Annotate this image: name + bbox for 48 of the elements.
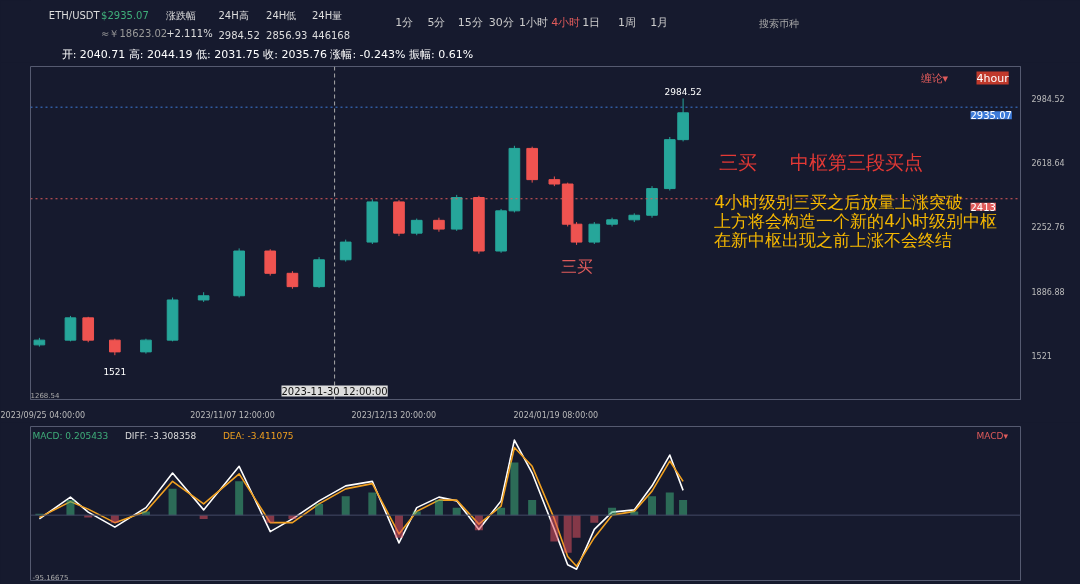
text: 2984.52 <box>218 29 260 41</box>
annotation: MACD▾ <box>976 430 1009 441</box>
text: ≈￥18623.02 <box>101 27 168 39</box>
text: +2.111% <box>166 27 213 39</box>
annotation: DEA: -3.411075 <box>222 430 294 441</box>
annotation: DIFF: -3.308358 <box>124 430 197 441</box>
text: 1日 <box>582 15 601 29</box>
text: 1小时 <box>519 15 549 29</box>
ref-line-label: 2935.07 <box>970 110 1012 122</box>
text: 2856.93 <box>266 29 308 41</box>
annotation: 4hour <box>976 71 1010 85</box>
y-tick-label: 2984.52 <box>1031 95 1065 105</box>
text: 24H高 <box>218 9 249 21</box>
text: 15分 <box>457 15 483 29</box>
ref-line-label: 2413 <box>970 201 996 213</box>
annotation: 在新中枢出现之前上涨不会终结 <box>714 230 953 251</box>
x-tick-label: 2023/12/13 20:00:00 <box>351 410 437 420</box>
text: 30分 <box>488 15 514 29</box>
annotation: 1521 <box>103 367 127 378</box>
text: 446168 <box>311 29 351 41</box>
y-tick-label: 2252.76 <box>1031 223 1065 233</box>
text: 24H低 <box>266 9 297 21</box>
annotation: 上方将会构造一个新的4小时级别中枢 <box>714 210 998 231</box>
text: 5分 <box>427 15 446 29</box>
text: ETH/USDT <box>48 9 101 21</box>
text: 1月 <box>650 15 669 29</box>
text: 1周 <box>618 15 637 29</box>
text: $2935.07 <box>101 9 149 21</box>
text: 24H量 <box>311 9 343 21</box>
y-tick-label: 1886.88 <box>1031 287 1065 297</box>
y-tick-label: 2618.64 <box>1031 159 1065 169</box>
annotation: 三买 <box>560 257 593 277</box>
y-tick-label: 1521 <box>1031 351 1052 361</box>
text: 搜索币种 <box>759 17 800 29</box>
annotation: 缠论▾ <box>920 71 949 85</box>
annotation: 2984.52 <box>664 86 702 97</box>
annotation: MACD: 0.205433 <box>32 430 109 441</box>
ref-line-label: 2023-11-30 12:00:00 <box>281 385 388 397</box>
text: 开: 2040.71 高: 2044.19 低: 2031.75 收: 2035.76 涨幅: -0.243% 振幅: 0.61% <box>61 47 474 61</box>
x-tick-label: 2024/01/19 08:00:00 <box>513 410 599 420</box>
annotation: 三买 <box>718 150 757 173</box>
text: 1分 <box>395 15 414 29</box>
annotation: 中枢第三段买点 <box>789 150 923 173</box>
x-tick-label: 2023/11/07 12:00:00 <box>190 410 275 420</box>
text: 涨跌幅 <box>166 9 197 21</box>
x-tick-label: 2023/09/25 04:00:00 <box>0 410 86 420</box>
text: 4小时 <box>551 15 581 29</box>
annotation: 4小时级别三买之后放量上涨突破 <box>714 191 964 212</box>
